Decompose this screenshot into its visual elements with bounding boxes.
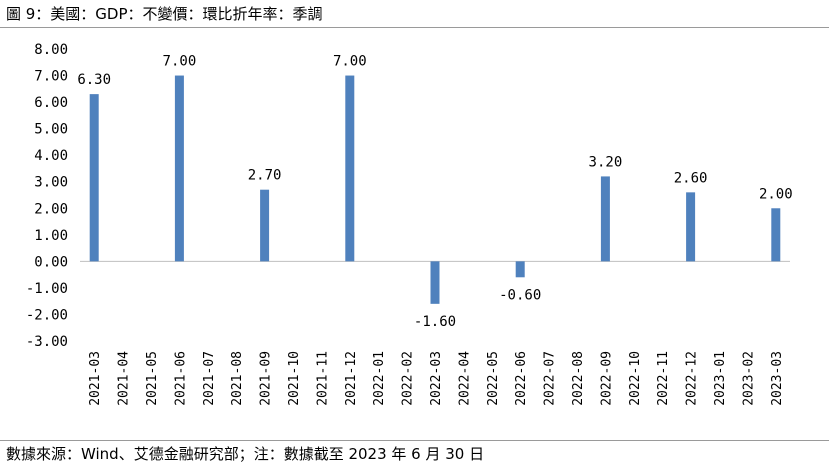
- y-tick-label: 5.00: [34, 122, 68, 138]
- y-tick-label: 1.00: [34, 228, 68, 244]
- x-tick-label: 2022-06: [514, 351, 529, 406]
- bottom-divider: [0, 440, 829, 441]
- y-tick-label: 4.00: [34, 148, 68, 164]
- x-tick-label: 2021-08: [230, 351, 245, 406]
- x-tick-label: 2022-10: [628, 351, 643, 406]
- y-tick-label: -2.00: [26, 307, 68, 323]
- x-tick-label: 2022-08: [571, 351, 586, 406]
- x-tick-label: 2021-10: [287, 351, 302, 406]
- x-tick-label: 2021-09: [259, 351, 274, 406]
- y-tick-label: -1.00: [26, 281, 68, 297]
- bar-2023-03: [771, 208, 781, 262]
- x-tick-label: 2021-11: [315, 351, 330, 406]
- data-label-2022-03: -1.60: [414, 314, 456, 330]
- x-tick-label: 2021-12: [344, 351, 359, 406]
- x-tick-label: 2022-03: [429, 351, 444, 406]
- x-tick-label: 2023-02: [741, 351, 756, 406]
- data-label-2021-09: 2.70: [248, 168, 282, 184]
- x-tick-label: 2021-07: [202, 351, 217, 406]
- x-tick-label: 2021-05: [145, 351, 160, 406]
- x-tick-label: 2022-12: [685, 351, 700, 406]
- x-tick-label: 2021-04: [117, 351, 132, 406]
- data-label-2022-09: 3.20: [589, 154, 623, 170]
- x-tick-label: 2023-01: [713, 351, 728, 406]
- y-tick-label: 2.00: [34, 201, 68, 217]
- x-tick-label: 2021-06: [173, 351, 188, 406]
- x-tick-label: 2023-03: [770, 351, 785, 406]
- x-tick-label: 2022-09: [599, 351, 614, 406]
- data-label-2022-12: 2.60: [674, 170, 708, 186]
- x-tick-label: 2021-03: [88, 351, 103, 406]
- figure-title: 圖 9：美國：GDP：不變價：環比折年率：季調: [6, 5, 323, 23]
- bar-2021-06: [174, 75, 184, 262]
- bar-2022-12: [686, 192, 696, 262]
- data-label-2021-06: 7.00: [163, 54, 197, 70]
- y-tick-label: 3.00: [34, 175, 68, 191]
- bar-2022-03: [430, 261, 440, 304]
- bar-2021-09: [260, 189, 270, 262]
- y-tick-label: 0.00: [34, 254, 68, 270]
- x-tick-label: 2022-01: [372, 351, 387, 406]
- x-tick-label: 2022-07: [543, 351, 558, 406]
- x-tick-label: 2022-02: [401, 351, 416, 406]
- bar-2022-09: [600, 176, 610, 262]
- data-label-2023-03: 2.00: [759, 186, 793, 202]
- x-tick-label: 2022-11: [656, 351, 671, 406]
- bar-chart: 8.00 7.00 6.00 5.00 4.00 3.00 2.00 1.00 0.00 -1.0…: [26, 42, 793, 406]
- data-label-2021-03: 6.30: [77, 72, 111, 88]
- y-tick-label: 8.00: [34, 42, 68, 58]
- bar-2021-12: [345, 75, 355, 262]
- bar-2022-06: [515, 261, 525, 278]
- x-tick-label: 2022-05: [486, 351, 501, 406]
- y-tick-label: -3.00: [26, 334, 68, 350]
- source-note: 數據來源：Wind、艾德金融研究部；注：數據截至 2023 年 6 月 30 日: [6, 445, 485, 463]
- bar-2021-03: [89, 94, 99, 262]
- data-label-2021-12: 7.00: [333, 54, 367, 70]
- data-label-2022-06: -0.60: [499, 287, 541, 303]
- y-tick-label: 7.00: [34, 69, 68, 85]
- y-tick-label: 6.00: [34, 95, 68, 111]
- top-divider: [0, 27, 829, 28]
- x-tick-label: 2022-04: [457, 351, 472, 406]
